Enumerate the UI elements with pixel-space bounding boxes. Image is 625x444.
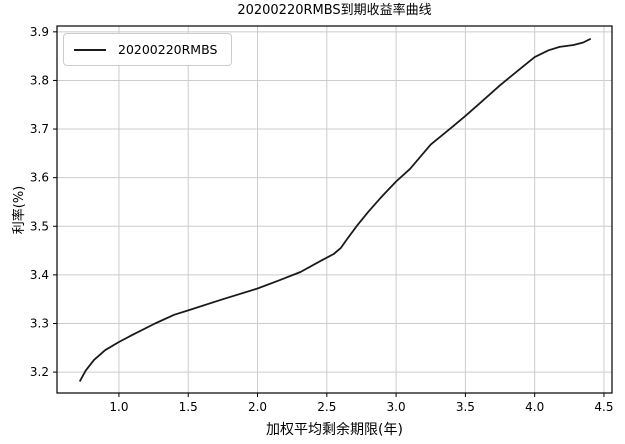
legend-line-sample: [74, 48, 106, 51]
x-tick-label: 3.5: [456, 400, 475, 414]
y-tick-label: 3.3: [30, 316, 49, 330]
y-tick-label: 3.5: [30, 219, 49, 233]
yield-curve-line: [79, 38, 591, 382]
y-tick-label: 3.9: [30, 25, 49, 39]
legend-box: 20200220RMBS: [63, 33, 233, 66]
x-axis-label: 加权平均剩余期限(年): [266, 422, 403, 438]
y-tick-label: 3.6: [30, 171, 49, 185]
plot-border: [56, 25, 613, 394]
y-tick-label: 3.2: [30, 365, 49, 379]
x-tick-label: 2.5: [317, 400, 336, 414]
x-tick-label: 4.0: [525, 400, 544, 414]
y-tick-label: 3.8: [30, 73, 49, 87]
x-tick-label: 2.0: [248, 400, 267, 414]
y-tick-label: 3.4: [30, 268, 49, 282]
legend-label: 20200220RMBS: [118, 42, 218, 57]
chart-title: 20200220RMBS到期收益率曲线: [237, 3, 432, 18]
x-tick-label: 1.0: [109, 400, 128, 414]
y-axis-label: 利率(%): [12, 185, 27, 235]
x-tick-label: 4.5: [594, 400, 613, 414]
x-tick-label: 3.0: [387, 400, 406, 414]
y-tick-label: 3.7: [30, 122, 49, 136]
x-tick-label: 1.5: [179, 400, 198, 414]
